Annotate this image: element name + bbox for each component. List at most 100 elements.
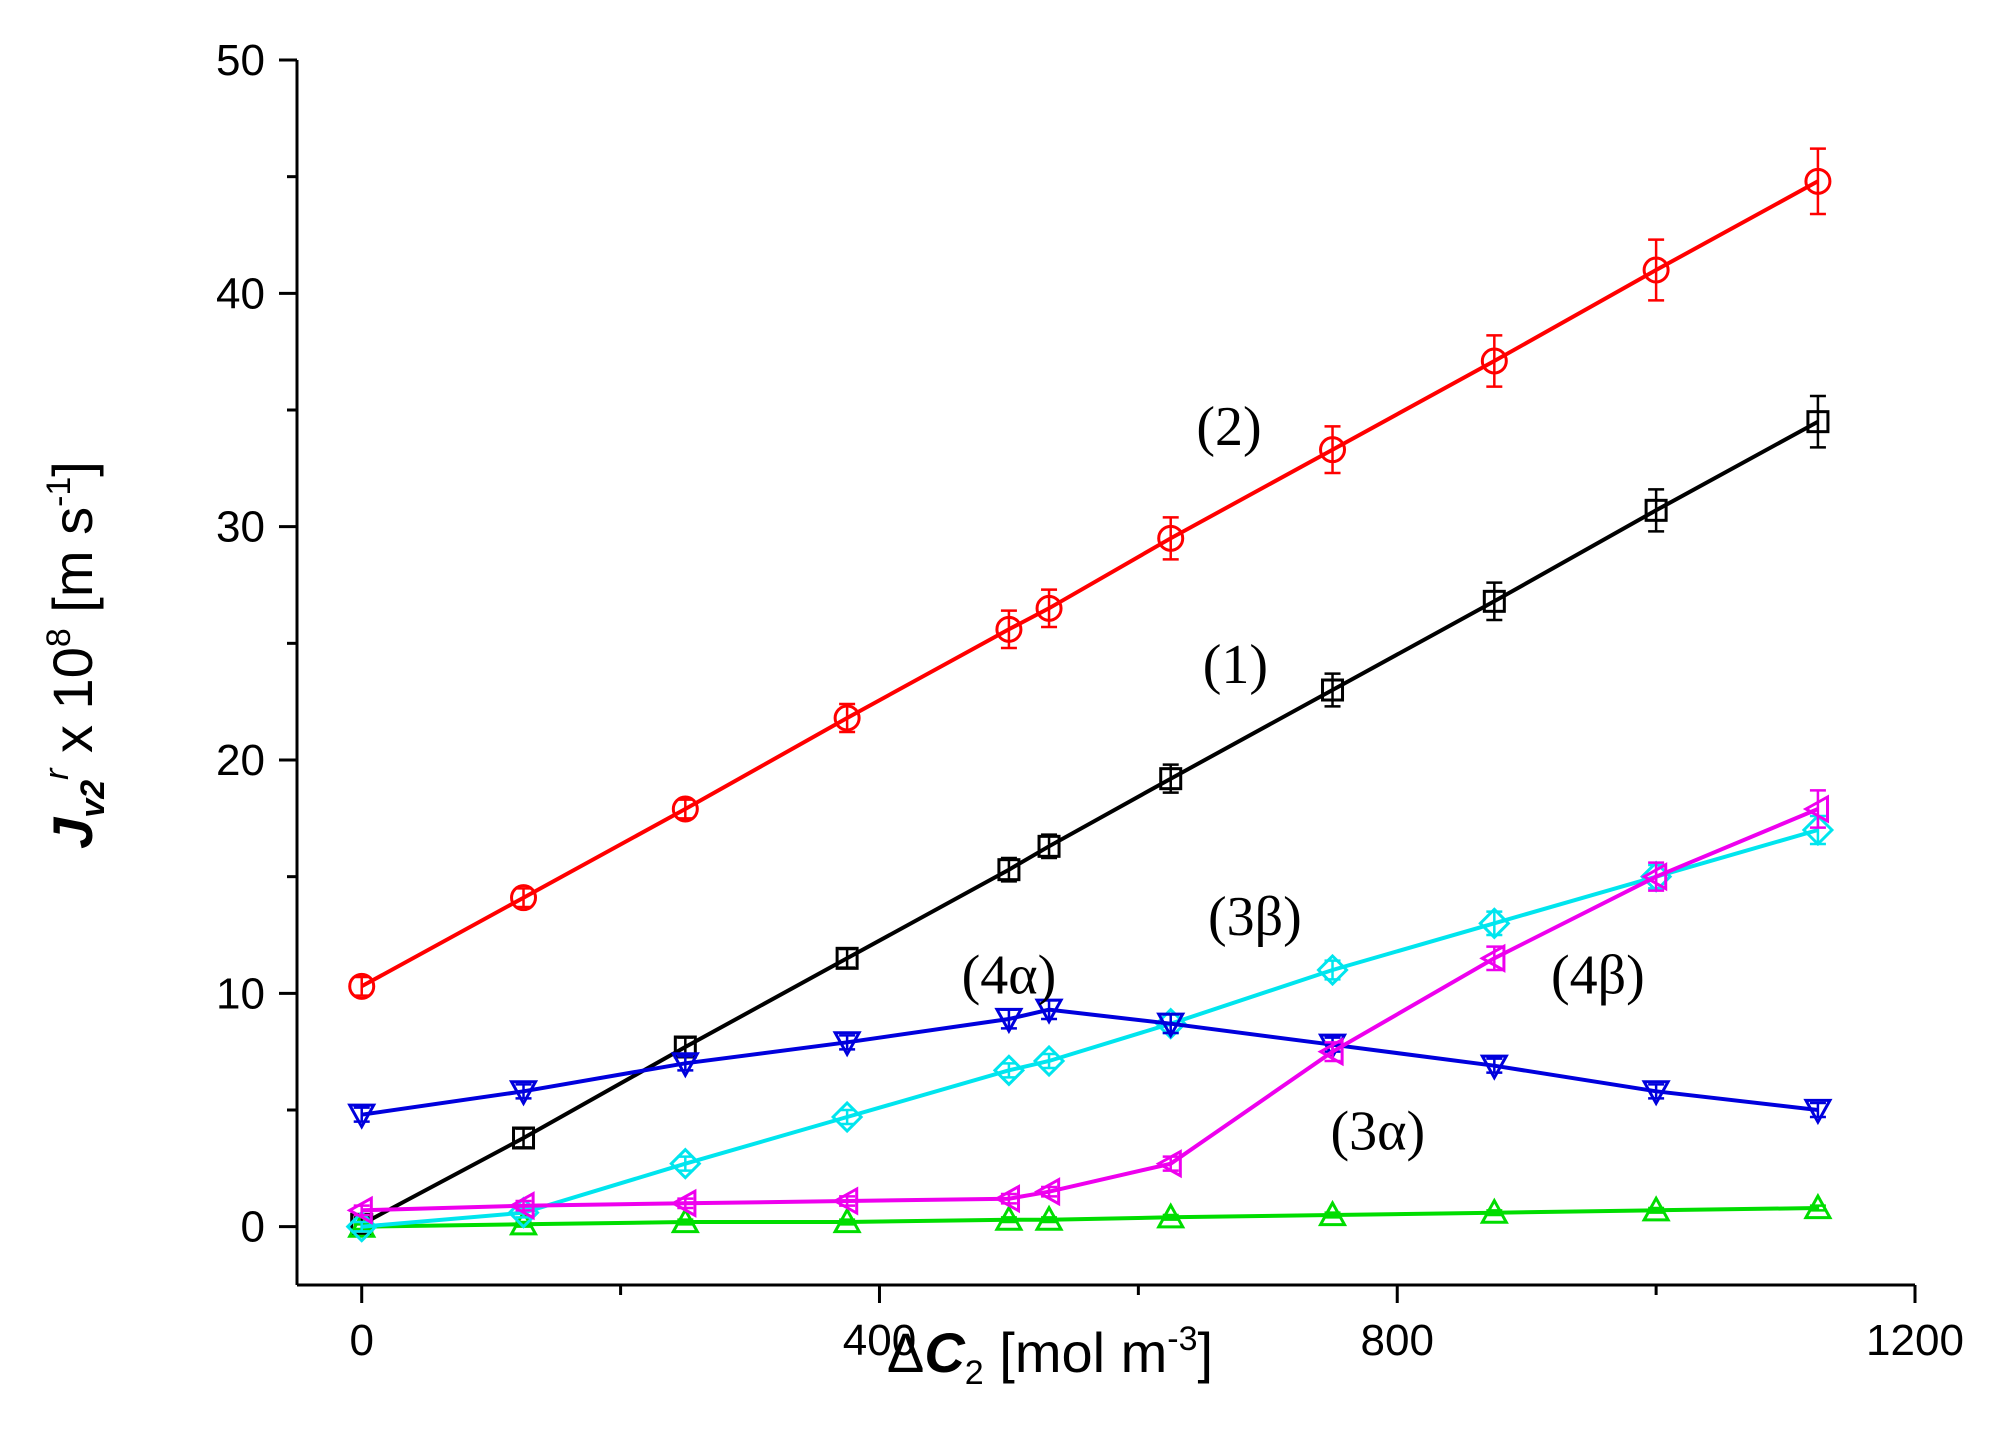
data-point xyxy=(1479,1054,1509,1081)
series-annotation: (1) xyxy=(1203,634,1268,696)
series-line xyxy=(360,179,1819,989)
axis-ticks: 0 10 20 30 40 50 0 400 800 1200 xyxy=(216,36,1964,1365)
x-axis-label: ΔC2 [mol m-3] xyxy=(887,1320,1213,1392)
data-point xyxy=(512,1126,536,1150)
data-point xyxy=(1034,998,1064,1025)
x-label-close: ] xyxy=(1198,1321,1214,1384)
y-tick-label: 20 xyxy=(216,736,265,785)
plot-area: 0 10 20 30 40 50 0 400 800 1200 xyxy=(216,36,1964,1365)
y-tick-label: 50 xyxy=(216,36,265,85)
y-tick-label: 30 xyxy=(216,503,265,552)
data-point xyxy=(1804,167,1832,195)
series-3 xyxy=(345,813,1835,1243)
series-0 xyxy=(350,394,1830,1236)
data-point xyxy=(1480,347,1508,375)
x-tick-label: 1200 xyxy=(1866,1316,1964,1365)
data-point xyxy=(835,946,859,970)
series-annotations: (2) (1) (3β) (4α) (4β) (3α) xyxy=(962,396,1645,1163)
y-label-units: [m s xyxy=(41,507,104,628)
y-label-sub: v2 xyxy=(74,780,112,818)
series-annotation: (4α) xyxy=(962,944,1057,1006)
data-point xyxy=(347,1103,377,1130)
series-line xyxy=(361,1007,1819,1117)
x-label-sub: 2 xyxy=(965,1354,984,1392)
y-axis-label: Jv2r x 108 [m s-1] xyxy=(38,461,112,849)
series-annotation: (2) xyxy=(1196,396,1261,458)
data-point xyxy=(1321,678,1345,702)
data-point xyxy=(833,704,861,732)
data-point xyxy=(1035,594,1063,622)
series-1 xyxy=(348,147,1832,1000)
data-point xyxy=(1478,907,1511,940)
data-point xyxy=(1802,794,1830,824)
data-point xyxy=(508,1080,539,1107)
data-point xyxy=(1156,1202,1186,1229)
series-5 xyxy=(346,789,1830,1225)
y-label-close: ] xyxy=(41,461,104,477)
data-point xyxy=(997,858,1021,882)
y-label-var: J xyxy=(41,816,104,849)
series-line xyxy=(360,419,1819,1227)
data-point xyxy=(1479,943,1506,973)
data-point xyxy=(669,1147,702,1180)
x-tick-label: 0 xyxy=(349,1316,373,1365)
x-label-exp: -3 xyxy=(1167,1320,1197,1358)
data-point xyxy=(1037,834,1061,858)
series-line xyxy=(361,1206,1818,1229)
data-point xyxy=(995,615,1023,643)
data-point xyxy=(1317,1033,1348,1060)
series-2 xyxy=(347,1192,1833,1238)
data-point xyxy=(1319,436,1347,464)
data-point xyxy=(670,1188,697,1218)
data-point xyxy=(1317,1199,1348,1227)
series-layer xyxy=(345,147,1835,1243)
data-point xyxy=(1156,1012,1186,1039)
data-point xyxy=(994,1204,1024,1231)
data-point xyxy=(1801,813,1835,847)
data-point xyxy=(1479,1197,1509,1224)
x-label-prefix: Δ xyxy=(887,1321,924,1384)
data-point xyxy=(1317,1037,1344,1067)
data-point xyxy=(1157,524,1185,552)
data-point xyxy=(1034,1204,1064,1231)
data-point xyxy=(832,1186,859,1216)
data-point xyxy=(508,1209,539,1236)
series-line xyxy=(361,807,1819,1213)
data-point xyxy=(1482,589,1506,613)
series-4 xyxy=(347,998,1833,1130)
data-point xyxy=(992,1054,1026,1087)
data-point xyxy=(1155,1149,1182,1179)
series-annotation: (3α) xyxy=(1331,1101,1426,1163)
data-point xyxy=(830,1100,864,1134)
series-annotation: (4β) xyxy=(1551,944,1645,1006)
data-point xyxy=(1644,498,1668,522)
data-point xyxy=(1033,1177,1061,1207)
series-line xyxy=(361,828,1819,1229)
data-point xyxy=(348,972,376,1000)
data-point xyxy=(670,1206,700,1234)
data-point xyxy=(1641,862,1668,892)
data-point xyxy=(1032,1044,1066,1078)
data-point xyxy=(510,884,538,912)
data-point xyxy=(1316,953,1349,987)
data-point xyxy=(1803,1098,1833,1126)
data-point xyxy=(1642,256,1670,284)
data-point xyxy=(671,795,699,823)
x-tick-label: 800 xyxy=(1361,1316,1434,1365)
y-tick-label: 10 xyxy=(216,969,265,1018)
x-tick-label: 400 xyxy=(843,1316,916,1365)
data-point xyxy=(1641,1195,1671,1222)
data-point xyxy=(670,1052,700,1079)
data-point xyxy=(832,1206,862,1234)
y-label-mid: x 10 xyxy=(41,647,104,768)
series-annotation: (3β) xyxy=(1208,886,1302,948)
x-label-var: C xyxy=(924,1321,966,1384)
data-point xyxy=(994,1007,1024,1035)
data-point xyxy=(508,1191,535,1221)
data-point xyxy=(1641,1080,1671,1107)
data-point xyxy=(832,1031,862,1058)
y-label-sup: r xyxy=(38,767,76,780)
y-tick-label: 0 xyxy=(241,1203,265,1252)
y-label-unit-exp: -1 xyxy=(40,477,78,507)
data-point xyxy=(1806,410,1830,434)
